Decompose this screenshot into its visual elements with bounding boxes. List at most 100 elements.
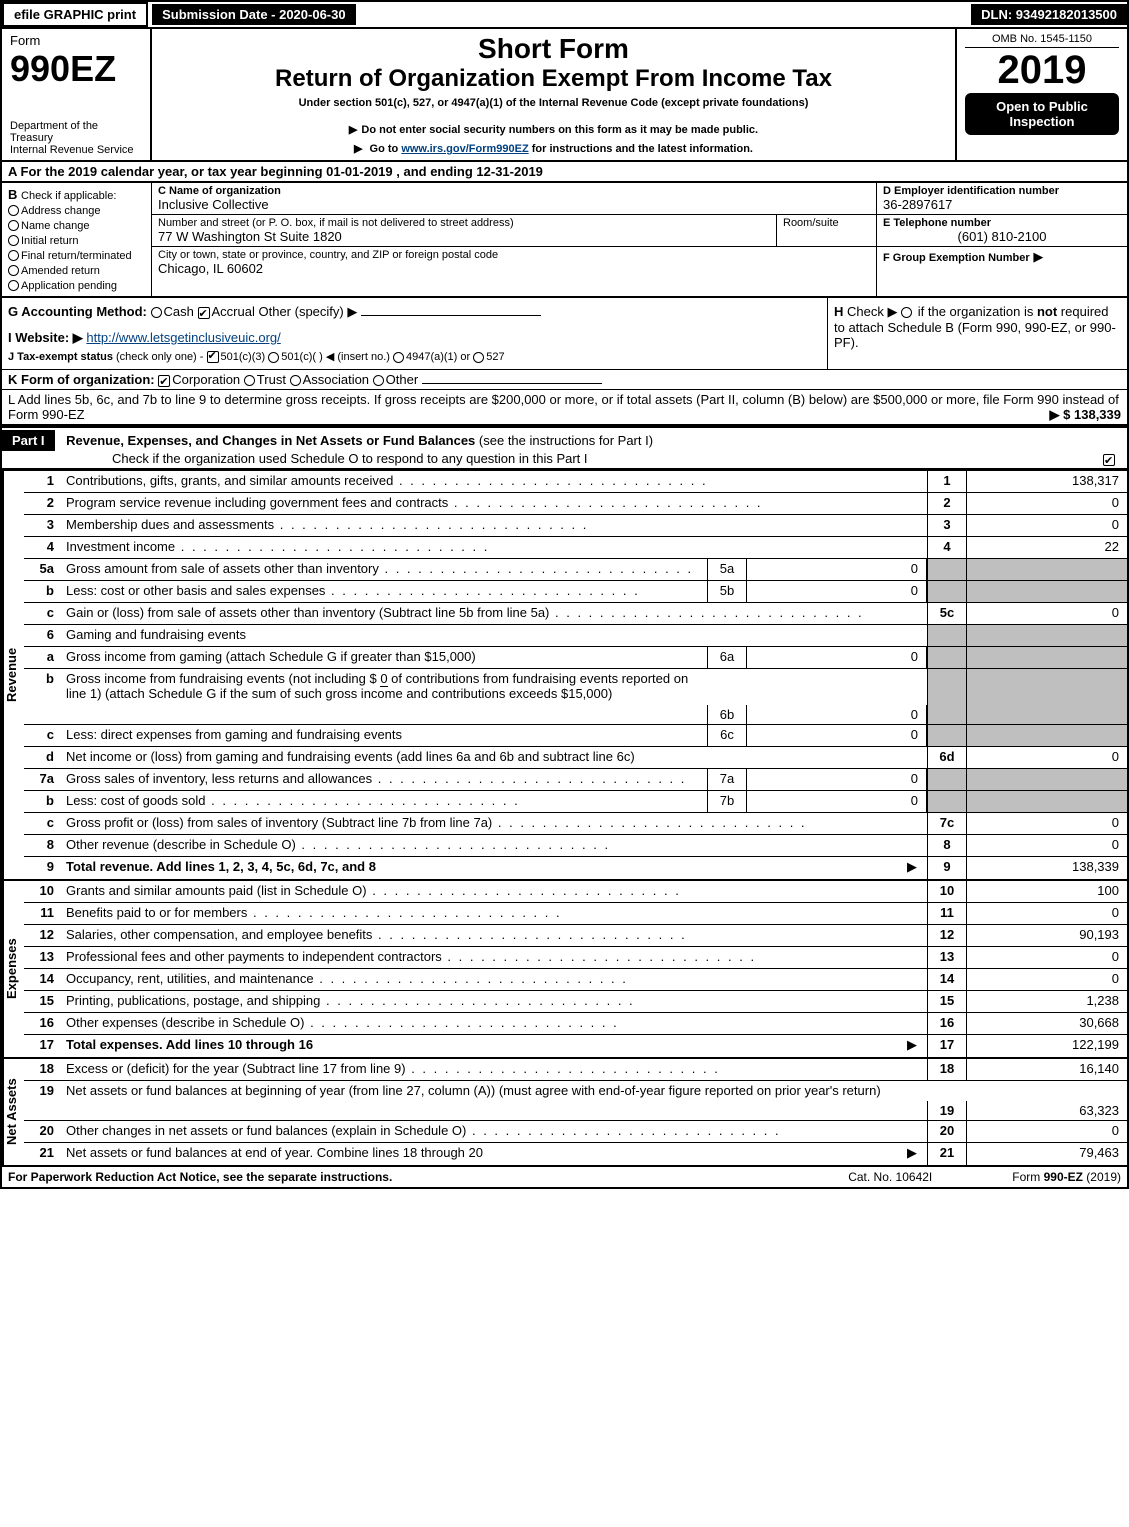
line-15-amount: 1,238 [967, 991, 1127, 1012]
trust-radio[interactable] [244, 375, 255, 386]
line-6d-amount: 0 [967, 747, 1127, 768]
line-6a-amount: 0 [747, 647, 927, 668]
form-number: 990EZ [10, 48, 142, 90]
arrow-icon: ▶ [907, 859, 917, 875]
other-method-label: Other (specify) ▶ [258, 304, 357, 319]
row-l: L Add lines 5b, 6c, and 7b to line 9 to … [2, 390, 1127, 426]
paperwork-notice: For Paperwork Reduction Act Notice, see … [8, 1170, 392, 1184]
accrual-checkbox[interactable] [198, 307, 210, 319]
org-name-value: Inclusive Collective [158, 197, 870, 212]
schedule-b-not-required-radio[interactable] [901, 307, 912, 318]
box-c: C Name of organization Inclusive Collect… [152, 183, 877, 296]
line-20-amount: 0 [967, 1121, 1127, 1142]
net-assets-tab: Net Assets [2, 1059, 24, 1165]
line-16-amount: 30,668 [967, 1013, 1127, 1034]
line-6b-desc: Gross income from fundraising events (no… [62, 669, 707, 724]
line-17-amount: 122,199 [967, 1035, 1127, 1057]
line-9-amount: 138,339 [967, 857, 1127, 879]
line-19-desc: Net assets or fund balances at beginning… [62, 1081, 927, 1120]
line-6d-desc: Net income or (loss) from gaming and fun… [62, 747, 927, 768]
part-1-title: Revenue, Expenses, and Changes in Net As… [66, 433, 475, 448]
line-14-amount: 0 [967, 969, 1127, 990]
website-label: I Website: ▶ [8, 330, 83, 345]
accounting-method-label: G Accounting Method: [8, 304, 147, 319]
other-org-radio[interactable] [373, 375, 384, 386]
line-5b-amount: 0 [747, 581, 927, 602]
entity-block: B Check if applicable: Address change Na… [2, 183, 1127, 298]
row-k: K Form of organization: Corporation Trus… [2, 370, 1127, 390]
line-4-amount: 22 [967, 537, 1127, 558]
page-footer: For Paperwork Reduction Act Notice, see … [2, 1165, 1127, 1187]
name-change-checkbox[interactable] [8, 220, 19, 231]
form-word: Form [10, 33, 142, 48]
501c-radio[interactable] [268, 352, 279, 363]
line-13-amount: 0 [967, 947, 1127, 968]
line-7c-desc: Gross profit or (loss) from sales of inv… [62, 813, 927, 834]
amended-return-checkbox[interactable] [8, 265, 19, 276]
revenue-tab: Revenue [2, 471, 24, 879]
city-value: Chicago, IL 60602 [158, 261, 870, 276]
part-1-header: Part I Revenue, Expenses, and Changes in… [2, 426, 1127, 469]
revenue-section: Revenue 1Contributions, gifts, grants, a… [2, 469, 1127, 879]
address-change-checkbox[interactable] [8, 205, 19, 216]
line-3-desc: Membership dues and assessments [62, 515, 927, 536]
subtitle: Under section 501(c), 527, or 4947(a)(1)… [160, 97, 947, 109]
part-1-badge: Part I [2, 430, 55, 451]
street-value: 77 W Washington St Suite 1820 [158, 229, 770, 244]
city-label: City or town, state or province, country… [158, 249, 870, 261]
4947a1-radio[interactable] [393, 352, 404, 363]
arrow-icon: ▶ [1033, 249, 1043, 264]
gross-receipts-value: ▶ $ 138,339 [1050, 407, 1121, 423]
instructions-link[interactable]: www.irs.gov/Form990EZ [401, 143, 528, 155]
room-suite-label: Room/suite [776, 215, 876, 246]
efile-print-button[interactable]: efile GRAPHIC print [2, 2, 148, 27]
line-12-desc: Salaries, other compensation, and employ… [62, 925, 927, 946]
line-2-desc: Program service revenue including govern… [62, 493, 927, 514]
final-return-checkbox[interactable] [8, 250, 19, 261]
line-6c-amount: 0 [747, 725, 927, 746]
line-18-desc: Excess or (deficit) for the year (Subtra… [62, 1059, 927, 1080]
line-11-amount: 0 [967, 903, 1127, 924]
line-7c-amount: 0 [967, 813, 1127, 834]
line-21-desc: Net assets or fund balances at end of ye… [62, 1143, 927, 1165]
initial-return-checkbox[interactable] [8, 235, 19, 246]
dept-label: Department of the Treasury [10, 120, 142, 144]
form-header: Form 990EZ Department of the Treasury In… [2, 29, 1127, 162]
expenses-tab: Expenses [2, 881, 24, 1057]
line-4-desc: Investment income [62, 537, 927, 558]
cash-radio[interactable] [151, 307, 162, 318]
line-21-amount: 79,463 [967, 1143, 1127, 1165]
line-2-amount: 0 [967, 493, 1127, 514]
phone-value: (601) 810-2100 [883, 229, 1121, 244]
501c3-checkbox[interactable] [207, 351, 219, 363]
phone-label: E Telephone number [883, 217, 1121, 229]
instructions-note: Go to www.irs.gov/Form990EZ for instruct… [160, 142, 947, 155]
association-radio[interactable] [290, 375, 301, 386]
line-17-desc: Total expenses. Add lines 10 through 16▶ [62, 1035, 927, 1057]
line-7b-amount: 0 [747, 791, 927, 812]
arrow-icon: ▶ [907, 1037, 917, 1053]
ein-value: 36-2897617 [883, 197, 1121, 212]
application-pending-checkbox[interactable] [8, 280, 19, 291]
line-5c-desc: Gain or (loss) from sale of assets other… [62, 603, 927, 624]
line-15-desc: Printing, publications, postage, and shi… [62, 991, 927, 1012]
schedule-o-checkbox[interactable] [1103, 454, 1115, 466]
line-14-desc: Occupancy, rent, utilities, and maintena… [62, 969, 927, 990]
corporation-checkbox[interactable] [158, 375, 170, 387]
expenses-section: Expenses 10Grants and similar amounts pa… [2, 879, 1127, 1057]
form-id-footer: Form 990-EZ (2019) [1012, 1170, 1121, 1184]
form-of-org-label: K Form of organization: [8, 372, 155, 387]
line-8-desc: Other revenue (describe in Schedule O) [62, 835, 927, 856]
527-radio[interactable] [473, 352, 484, 363]
line-10-amount: 100 [967, 881, 1127, 902]
street-label: Number and street (or P. O. box, if mail… [158, 217, 770, 229]
box-h: H Check ▶ if the organization is not req… [827, 298, 1127, 369]
website-link[interactable]: http://www.letsgetinclusiveuic.org/ [86, 330, 280, 345]
line-13-desc: Professional fees and other payments to … [62, 947, 927, 968]
line-5a-desc: Gross amount from sale of assets other t… [62, 559, 707, 580]
line-6a-desc: Gross income from gaming (attach Schedul… [62, 647, 707, 668]
row-gh: G Accounting Method: Cash Accrual Other … [2, 298, 1127, 370]
line-18-amount: 16,140 [967, 1059, 1127, 1080]
group-exemption-label: F Group Exemption Number [883, 252, 1030, 264]
line-1-amount: 138,317 [967, 471, 1127, 492]
